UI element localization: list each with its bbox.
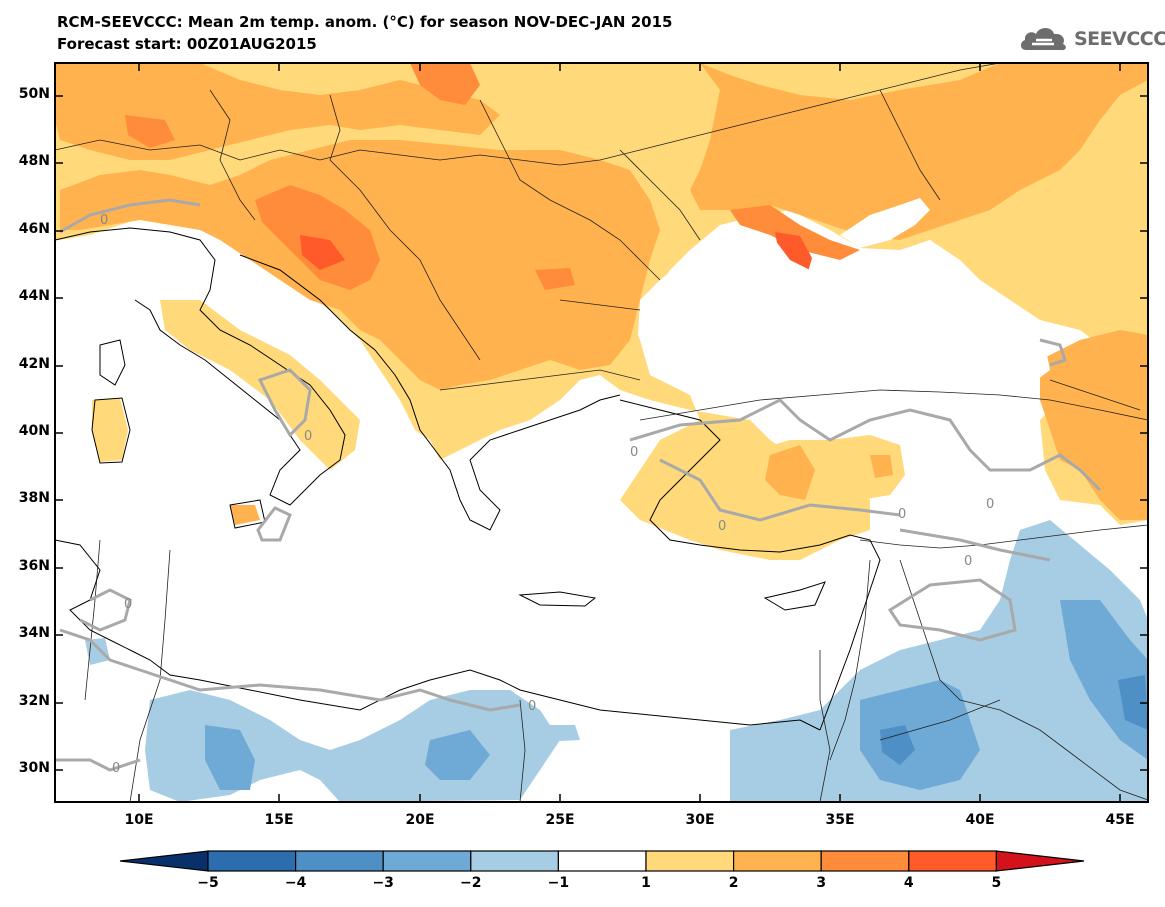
colorbar-tick-label: 1 <box>641 875 651 891</box>
contour-label: 0 <box>986 497 994 512</box>
anomaly-3to4-croatia <box>255 185 380 290</box>
anomaly-minus2to3-levant <box>860 680 980 790</box>
contour-label: 0 <box>718 519 726 534</box>
lon-label: 20E <box>405 812 435 828</box>
lon-label: 30E <box>685 812 715 828</box>
lon-label: 10E <box>124 812 154 828</box>
colorbar-bin <box>645 850 735 872</box>
colorbar-tick-label: −4 <box>284 875 307 891</box>
anomaly-2to3-sicily <box>230 505 260 525</box>
anomaly-2to3-caucasus <box>1040 330 1148 520</box>
colorbar-tick-label: −3 <box>372 875 394 891</box>
colorbar-tick-label: 4 <box>903 875 914 891</box>
lon-ticks <box>138 63 1121 802</box>
lat-label: 32N <box>18 693 50 709</box>
anomaly-3to4-romania <box>535 268 575 290</box>
lat-label: 50N <box>18 86 50 102</box>
anomaly-2to3-anatolia-patch <box>765 445 815 500</box>
anomaly-minus1to2-egypt-coast <box>535 725 580 742</box>
sea-of-azov <box>840 198 930 248</box>
lat-label: 30N <box>18 760 50 776</box>
anomaly-1to2-italy-coast <box>160 300 360 470</box>
contour-label: 0 <box>964 554 972 569</box>
lat-label: 36N <box>18 558 50 574</box>
colorbar-tick-label: 2 <box>728 875 739 891</box>
contour-label: 0 <box>304 429 312 444</box>
anomaly-minus3to4-jordan <box>880 725 915 765</box>
lat-label: 42N <box>18 356 50 372</box>
lon-label: 25E <box>545 812 575 828</box>
contour-label: 0 <box>630 445 638 460</box>
coastlines <box>55 227 881 731</box>
contour-label: 0 <box>124 597 132 612</box>
anomaly-3to4-poland <box>410 63 480 105</box>
colorbar-tick-label: −2 <box>460 875 482 891</box>
lat-label: 46N <box>18 221 50 237</box>
forecast-start-subtitle: Forecast start: 00Z01AUG2015 <box>57 35 317 53</box>
lat-ticks <box>55 95 1148 771</box>
anomaly-minus1to2-middle-east <box>730 520 1148 802</box>
lat-label: 48N <box>18 153 50 169</box>
anomaly-3to4-crimea-coast <box>730 205 860 260</box>
colorbar-tick-label: −1 <box>547 875 570 891</box>
contour-labels: 0 0 0 0 0 0 0 0 0 0 <box>100 213 994 776</box>
colorbar-upper-extend <box>995 850 1085 872</box>
contour-label: 0 <box>898 507 906 522</box>
colorbar-bin <box>382 850 472 872</box>
logo-text: SEEVCCC <box>1074 28 1165 50</box>
lon-label: 40E <box>965 812 995 828</box>
colorbar <box>119 850 1085 872</box>
colorbar-tick-label: 5 <box>991 875 1002 891</box>
lon-label: 15E <box>264 812 294 828</box>
colorbar-bin <box>557 850 647 872</box>
lat-label: 44N <box>18 288 50 304</box>
lat-label: 34N <box>18 625 50 641</box>
contour-label: 0 <box>100 213 108 228</box>
country-borders <box>55 63 1148 802</box>
anomaly-1to2-sardinia <box>92 398 128 462</box>
anomaly-minus1to2-tunisia <box>85 638 110 665</box>
lon-label: 35E <box>825 812 855 828</box>
lat-label: 40N <box>18 423 50 439</box>
colorbar-tick-label: −5 <box>197 875 219 891</box>
anomaly-minus2to3-libya <box>205 725 255 790</box>
colorbar-bin <box>207 850 297 872</box>
anomaly-minus2to3-cyrenaica <box>425 730 490 780</box>
contour-label: 0 <box>112 761 120 776</box>
anomaly-2to3-cyprus <box>870 455 893 478</box>
cloud-icon <box>1020 28 1066 51</box>
colorbar-tick-label: 3 <box>816 875 827 891</box>
colorbar-bin <box>908 850 997 872</box>
colorbar-lower-extend <box>119 850 209 872</box>
lat-label: 38N <box>18 490 50 506</box>
colorbar-bin <box>295 850 384 872</box>
map-title: RCM-SEEVCCC: Mean 2m temp. anom. (°C) fo… <box>57 13 673 31</box>
anomaly-2to3-central-europe <box>55 63 1148 240</box>
black-sea <box>638 230 1050 395</box>
contour-label: 0 <box>528 699 536 714</box>
zero-contour <box>55 198 1102 772</box>
colorbar-bin <box>732 850 822 872</box>
seevccc-logo: SEEVCCC <box>1018 24 1165 54</box>
anomaly-minus3to4-iraq-core <box>1118 675 1148 730</box>
anomaly-4to5-adriatic <box>300 235 345 270</box>
lon-label: 45E <box>1105 812 1135 828</box>
colorbar-bin <box>820 850 910 872</box>
anomaly-3to4-alps <box>125 115 175 148</box>
colorbar-bin <box>470 850 559 872</box>
